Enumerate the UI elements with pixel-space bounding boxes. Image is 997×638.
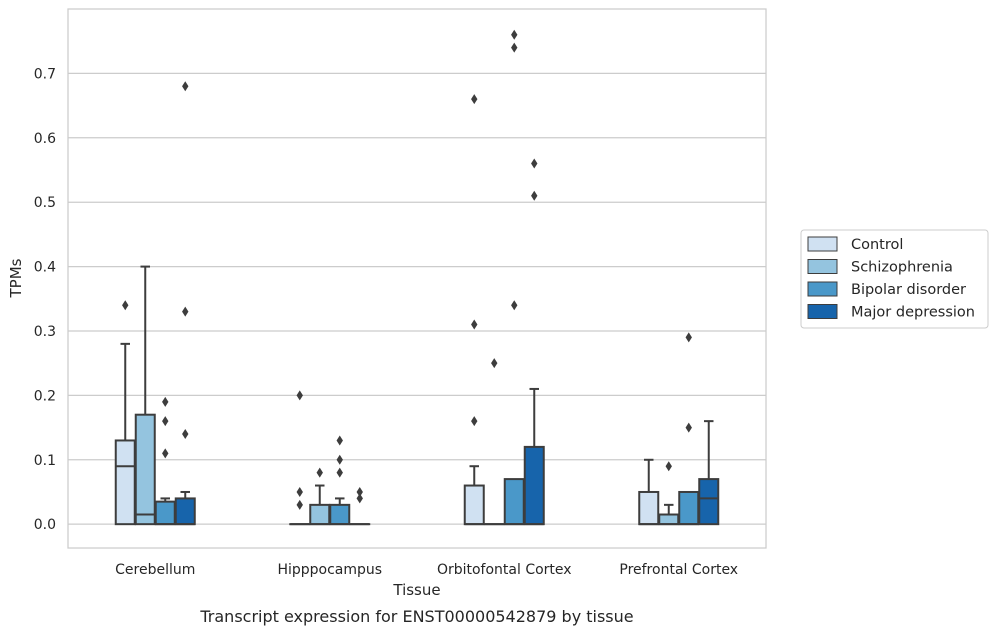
outlier-point [686, 332, 692, 342]
box-3-3 [699, 421, 718, 524]
box-iqr [310, 505, 329, 524]
y-tick-label: 0.4 [34, 260, 56, 276]
y-tick-label: 0.0 [34, 517, 56, 533]
legend-swatch [808, 260, 837, 274]
outlier-point [297, 500, 303, 510]
box-iqr [156, 502, 175, 525]
box-iqr [176, 498, 195, 524]
box-3-1 [350, 487, 369, 524]
box-0-3 [639, 460, 658, 524]
outlier-point [337, 435, 343, 445]
x-axis-ticks: Cerebellum Hipppocampus Orbitofontal Corte… [115, 562, 738, 578]
outlier-point [122, 300, 128, 310]
box-iqr [505, 479, 524, 524]
box-iqr [679, 492, 698, 524]
box-iqr [136, 415, 155, 524]
grid-lines [68, 73, 766, 524]
boxes [116, 30, 719, 524]
box-1-3 [659, 461, 678, 524]
outlier-point [182, 81, 188, 91]
outlier-point [162, 448, 168, 458]
y-tick-label: 0.1 [34, 453, 56, 469]
outlier-point [471, 416, 477, 426]
outlier-point [511, 43, 517, 53]
box-1-1 [310, 468, 329, 525]
box-3-0 [176, 81, 195, 524]
legend-label: Control [851, 237, 903, 253]
outlier-point [491, 358, 497, 368]
box-iqr [330, 505, 349, 524]
legend: Control Schizophrenia Bipolar disorder Majo… [801, 230, 988, 328]
outlier-point [297, 487, 303, 497]
legend-label: Major depression [851, 305, 975, 321]
outlier-point [162, 397, 168, 407]
legend-swatch [808, 237, 837, 251]
x-axis-label: Tissue [392, 581, 440, 599]
y-axis-ticks: 0.0 0.1 0.2 0.3 0.4 0.5 0.6 0.7 [34, 66, 56, 533]
outlier-point [297, 390, 303, 400]
box-iqr [639, 492, 658, 524]
outlier-point [471, 320, 477, 330]
box-0-0 [116, 300, 135, 524]
legend-label: Schizophrenia [851, 260, 953, 276]
outlier-point [162, 416, 168, 426]
outlier-point [471, 94, 477, 104]
outlier-point [531, 191, 537, 201]
y-tick-label: 0.3 [34, 324, 56, 340]
box-3-2 [525, 159, 544, 525]
y-tick-label: 0.2 [34, 388, 56, 404]
y-tick-label: 0.6 [34, 131, 56, 147]
y-tick-label: 0.5 [34, 195, 56, 211]
box-2-0 [156, 397, 175, 524]
box-iqr [465, 486, 484, 525]
x-tick-label: Cerebellum [115, 562, 195, 578]
box-iqr [525, 447, 544, 524]
outlier-point [337, 455, 343, 465]
outlier-point [531, 159, 537, 169]
box-2-2 [505, 30, 524, 524]
box-1-2 [485, 358, 504, 524]
outlier-point [182, 307, 188, 317]
x-tick-label: Prefrontal Cortex [619, 562, 738, 578]
legend-swatch [808, 282, 837, 296]
box-2-3 [679, 332, 698, 524]
box-iqr [659, 515, 678, 525]
plot-area-frame [68, 9, 766, 548]
outlier-point [666, 461, 672, 471]
legend-swatch [808, 305, 837, 319]
y-tick-label: 0.7 [34, 66, 56, 82]
outlier-point [317, 468, 323, 478]
legend-label: Bipolar disorder [851, 282, 966, 298]
figure-caption: Transcript expression for ENST0000054287… [199, 607, 633, 626]
box-iqr [699, 479, 718, 524]
box-iqr [116, 440, 135, 524]
outlier-point [511, 300, 517, 310]
outlier-point [511, 30, 517, 40]
outlier-point [182, 429, 188, 439]
outlier-point [686, 423, 692, 433]
outlier-point [357, 493, 363, 503]
x-tick-label: Hipppocampus [277, 562, 382, 578]
outlier-point [337, 468, 343, 478]
x-tick-label: Orbitofontal Cortex [437, 562, 572, 578]
box-0-1 [290, 390, 309, 524]
box-2-1 [330, 435, 349, 524]
y-axis-label: TPMs [7, 258, 25, 298]
